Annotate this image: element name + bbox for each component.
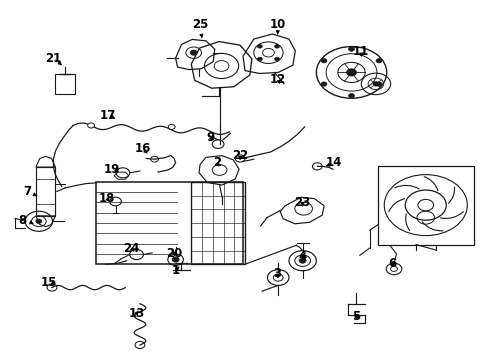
Text: 9: 9 xyxy=(207,131,215,144)
Text: 5: 5 xyxy=(352,310,361,324)
Text: 11: 11 xyxy=(353,45,369,58)
Text: 12: 12 xyxy=(270,73,286,86)
Circle shape xyxy=(346,69,356,76)
Circle shape xyxy=(172,257,179,262)
Bar xyxy=(36,167,55,216)
Circle shape xyxy=(36,219,42,224)
Text: 20: 20 xyxy=(166,247,182,260)
Text: 17: 17 xyxy=(100,109,116,122)
Circle shape xyxy=(348,47,354,51)
Circle shape xyxy=(257,57,262,61)
Text: 22: 22 xyxy=(232,149,248,162)
Text: 21: 21 xyxy=(46,51,62,64)
Bar xyxy=(96,182,243,264)
Circle shape xyxy=(376,59,382,63)
Text: 13: 13 xyxy=(128,307,145,320)
Bar xyxy=(378,166,474,244)
Text: 14: 14 xyxy=(326,156,342,169)
Circle shape xyxy=(373,82,379,86)
Text: 1: 1 xyxy=(172,264,180,277)
Text: 25: 25 xyxy=(192,18,208,37)
Text: 15: 15 xyxy=(40,276,57,289)
Circle shape xyxy=(299,258,306,263)
Circle shape xyxy=(348,94,354,98)
Circle shape xyxy=(257,45,262,48)
Circle shape xyxy=(190,50,197,55)
Circle shape xyxy=(321,82,327,86)
Bar xyxy=(55,74,75,94)
Text: 3: 3 xyxy=(273,267,281,280)
Text: 18: 18 xyxy=(99,192,116,205)
Text: 6: 6 xyxy=(389,257,397,270)
Text: 16: 16 xyxy=(134,142,150,155)
Text: 19: 19 xyxy=(104,163,120,176)
Circle shape xyxy=(168,125,175,130)
Text: 4: 4 xyxy=(298,249,307,262)
Text: 7: 7 xyxy=(24,185,37,198)
Circle shape xyxy=(275,57,279,61)
Text: 8: 8 xyxy=(19,214,33,227)
Circle shape xyxy=(88,123,95,128)
Text: 2: 2 xyxy=(213,156,221,169)
Circle shape xyxy=(321,59,327,63)
Text: 24: 24 xyxy=(123,242,140,255)
Circle shape xyxy=(376,82,382,86)
Bar xyxy=(191,182,245,264)
Circle shape xyxy=(275,45,279,48)
Text: 10: 10 xyxy=(270,18,286,34)
Text: 23: 23 xyxy=(294,196,311,209)
